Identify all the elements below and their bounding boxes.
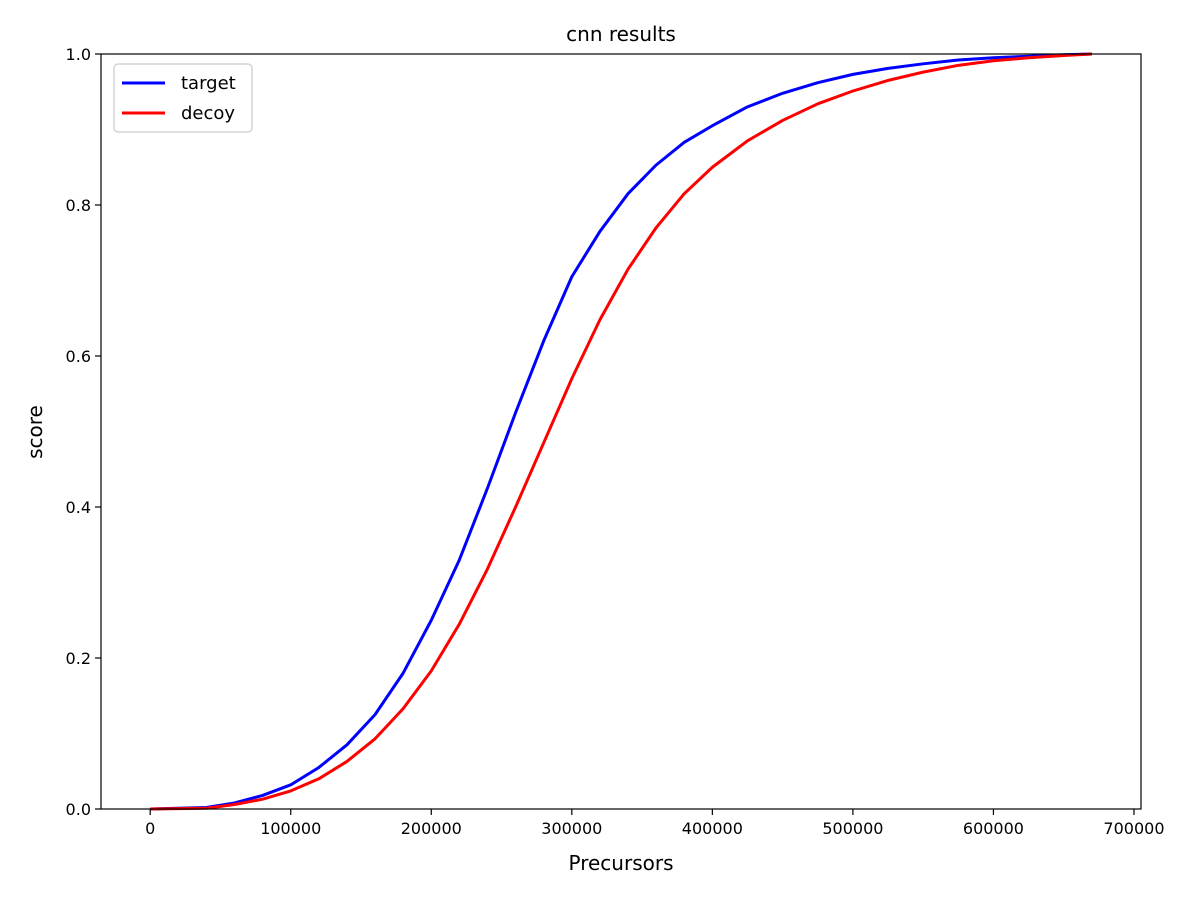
y-axis-ticks: 0.0 0.2 0.4 0.6 0.8 1.0 [66,45,101,819]
chart-title: cnn results [566,22,676,46]
y-tick-label: 0.8 [66,196,91,215]
series-line-target [150,52,1092,811]
axes-frame [100,53,1142,810]
legend-label-target: target [181,73,236,94]
y-axis-label: score [23,405,47,459]
y-tick-label: 1.0 [66,45,91,64]
x-axis-label: Precursors [569,851,674,875]
y-tick-label: 0.2 [66,649,91,668]
x-tick-label: 100000 [260,819,321,838]
x-tick-label: 0 [145,819,155,838]
x-tick-label: 400000 [682,819,743,838]
x-tick-label: 600000 [963,819,1024,838]
y-tick-label: 0.4 [66,498,91,517]
x-tick-label: 200000 [401,819,462,838]
x-tick-label: 500000 [822,819,883,838]
series-line-decoy [150,52,1092,811]
y-tick-label: 0.0 [66,800,91,819]
series-layer [150,52,1092,811]
x-axis-ticks: 0 100000 200000 300000 400000 500000 600000 700… [145,809,1165,838]
x-tick-label: 300000 [541,819,602,838]
legend-box [113,63,253,133]
legend: target decoy [113,63,253,133]
x-tick-label: 700000 [1103,819,1164,838]
legend-label-decoy: decoy [181,103,235,124]
y-tick-label: 0.6 [66,347,91,366]
